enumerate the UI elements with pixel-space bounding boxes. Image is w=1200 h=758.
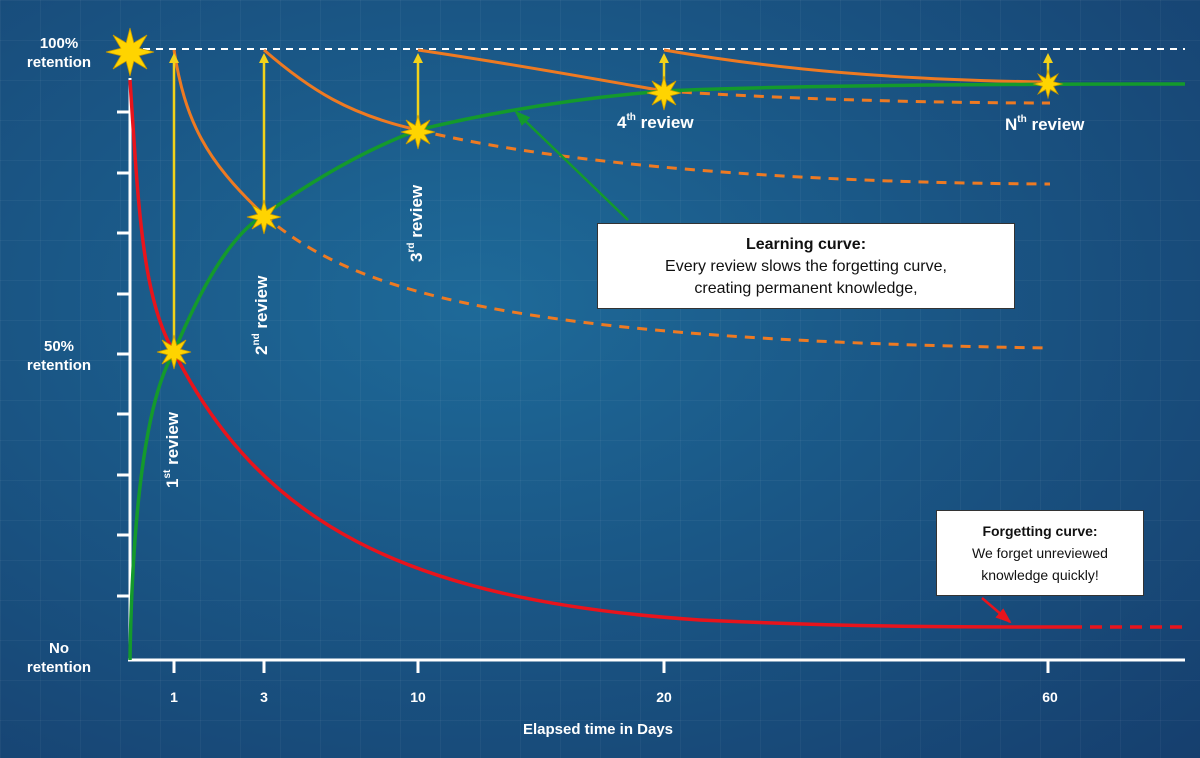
review-n-word: review (1031, 115, 1085, 134)
review-n-sup: th (1017, 114, 1027, 126)
y-label-0-unit: retention (26, 659, 92, 676)
review-4-num: 4 (617, 113, 627, 132)
review-4-word: review (640, 113, 694, 132)
review-curve-4 (663, 48, 1049, 84)
forgetting-callout-line2: knowledge quickly! (981, 567, 1099, 583)
review-2-sup: nd (251, 333, 263, 346)
review-3-word: review (407, 184, 426, 238)
review-label-3: 3rd review (406, 184, 427, 262)
y-label-0-value: No (49, 640, 69, 657)
review-label-2: 2nd review (251, 275, 272, 355)
review-4-sup: th (626, 112, 636, 124)
forgetting-curve-callout: Forgetting curve: We forget unreviewed k… (936, 510, 1144, 596)
y-label-100-value: 100% (39, 35, 79, 52)
review-3-sup: rd (406, 242, 418, 253)
review-dashed-3 (417, 128, 1051, 186)
learning-callout-line1: Every review slows the forgetting curve, (665, 258, 947, 275)
review-1-num: 1 (163, 478, 182, 488)
x-tick-label: 20 (656, 689, 672, 705)
review-dashed-4 (663, 89, 1051, 105)
forgetting-curve (128, 79, 1071, 629)
review-1-word: review (163, 411, 182, 465)
learning-callout-line2: creating permanent knowledge, (694, 280, 918, 297)
x-tick-label: 60 (1042, 689, 1058, 705)
x-tick-label: 3 (260, 689, 268, 705)
review-curves (172, 48, 1051, 350)
y-label-50-unit: retention (26, 357, 92, 374)
review-2-num: 2 (252, 345, 271, 355)
forgetting-callout-title: Forgetting curve: (982, 523, 1098, 539)
review-stars (105, 27, 1064, 370)
review-curve-2 (263, 48, 419, 132)
review-label-n: Nth review (1005, 115, 1084, 135)
learning-curve-callout: Learning curve: Every review slows the f… (597, 223, 1015, 309)
review-curve-3 (417, 48, 665, 93)
review-dashed-2 (263, 213, 1051, 350)
review-2-word: review (252, 275, 271, 329)
review-label-4: 4th review (617, 113, 694, 133)
y-label-0: No retention (4, 639, 114, 677)
y-label-100-unit: retention (26, 54, 92, 71)
review-star-n (1032, 68, 1064, 100)
x-axis-ticks (172, 660, 1050, 673)
y-label-100: 100% retention (4, 34, 114, 72)
review-star-4 (646, 75, 682, 111)
review-1-sup: st (162, 469, 174, 479)
learning-callout-title: Learning curve: (745, 236, 867, 253)
review-curve-1 (172, 49, 266, 217)
y-label-50: 50% retention (4, 337, 114, 375)
forgetting-callout-line1: We forget unreviewed (972, 545, 1108, 561)
learning-curve (128, 82, 1186, 661)
y-axis-ticks (117, 110, 130, 598)
y-label-50-value: 50% (43, 338, 75, 355)
x-tick-label: 10 (410, 689, 426, 705)
review-star-1 (156, 334, 192, 370)
review-label-1: 1st review (162, 411, 183, 488)
learning-pointer-arrow (514, 110, 629, 221)
review-n-num: N (1005, 115, 1018, 134)
review-3-num: 3 (407, 252, 426, 262)
x-tick-label: 1 (170, 689, 178, 705)
forgetting-pointer-arrow (981, 597, 1012, 624)
review-star-2 (246, 199, 282, 235)
review-arrows (169, 53, 1053, 350)
x-axis-title: Elapsed time in Days (522, 721, 674, 738)
review-star-3 (400, 114, 436, 150)
start-star (105, 27, 155, 77)
